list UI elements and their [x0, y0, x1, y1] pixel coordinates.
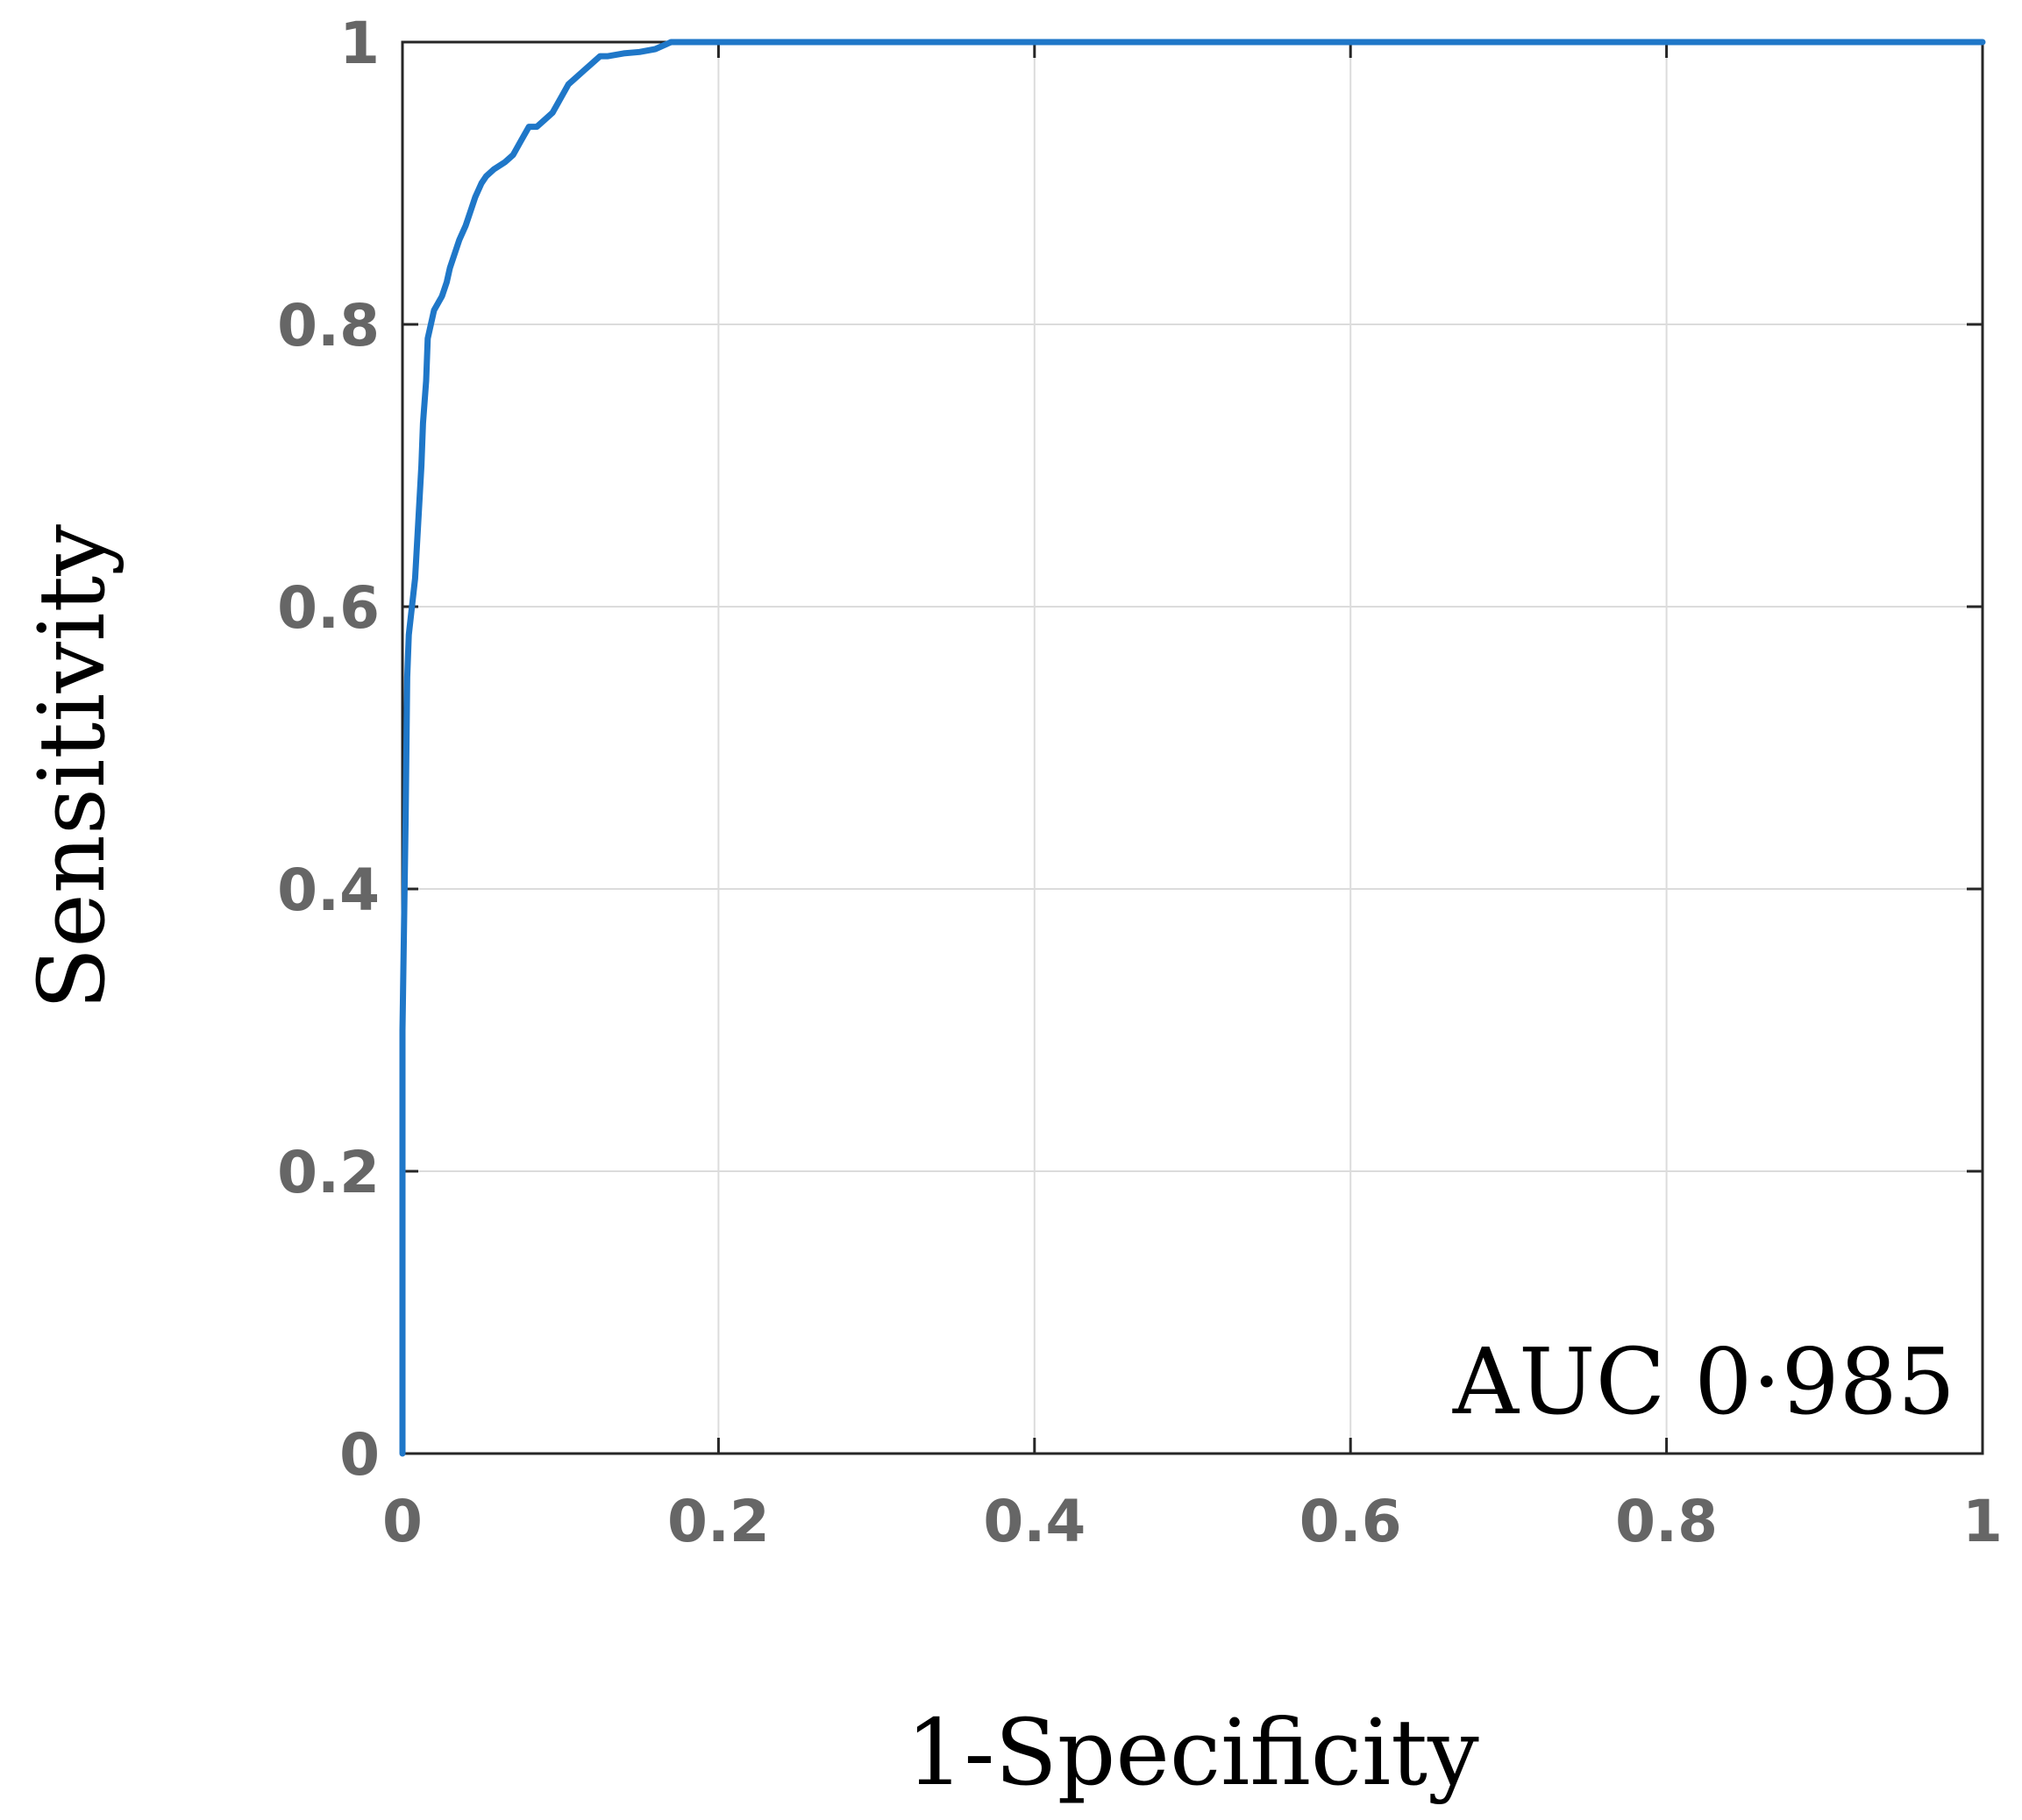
roc-curve-line	[399, 39, 1986, 1457]
x-tick-label: 0.4	[983, 1488, 1086, 1555]
y-tick-label: 0.4	[277, 857, 380, 924]
y-tick-label: 0.2	[277, 1139, 380, 1206]
series-layer	[399, 39, 1986, 1457]
y-tick-label: 1	[339, 10, 380, 77]
x-axis-title: 1-Specificity	[906, 1699, 1479, 1806]
tick-layer: 0 0.2 0.4 0.6 0.8 1 0 0.2 0.4 0.6 0.8 1	[277, 10, 2003, 1555]
auc-annotation: AUC 0·985	[1452, 1328, 1955, 1435]
plot-frame	[401, 40, 1984, 1455]
y-tick-label: 0.6	[277, 574, 380, 642]
x-tick-label: 1	[1962, 1488, 2003, 1555]
x-tick-label: 0.8	[1615, 1488, 1718, 1555]
grid-layer	[402, 42, 1983, 1454]
y-axis-title: Sensitivity	[18, 524, 125, 1010]
x-tick-label: 0.6	[1299, 1488, 1402, 1555]
y-tick-label: 0	[339, 1421, 380, 1489]
x-tick-label: 0	[382, 1488, 423, 1555]
x-tick-label: 0.2	[667, 1488, 770, 1555]
y-tick-label: 0.8	[277, 292, 380, 359]
